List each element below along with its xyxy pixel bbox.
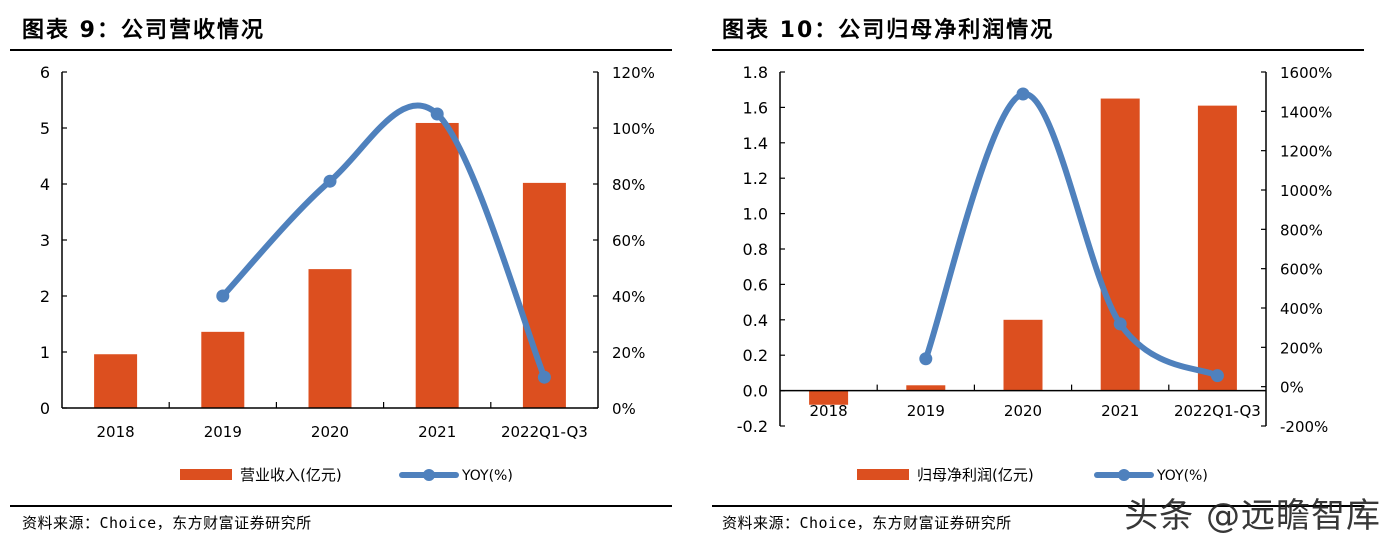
yoy-line — [922, 91, 1221, 379]
left-y-tick-label: 1 — [40, 343, 50, 362]
bar-2020 — [1003, 319, 1043, 391]
left-y-tick-label: 0.6 — [743, 275, 768, 294]
left-y-tick-label: 3 — [40, 231, 50, 250]
x-tick-label: 2018 — [810, 402, 848, 420]
x-tick-label: 2018 — [97, 423, 135, 441]
yoy-point-2021 — [1113, 317, 1127, 331]
x-tick-label: 2022Q1-Q3 — [1174, 402, 1261, 420]
bar-2018 — [94, 354, 138, 408]
legend-bar-swatch — [180, 469, 232, 480]
right-y-tick-label: 800% — [1280, 221, 1323, 239]
left-y-tick-label: -0.2 — [737, 417, 768, 436]
left-y-tick-label: 4 — [40, 175, 50, 194]
right-y-tick-label: 600% — [1280, 261, 1323, 279]
left-source-rule — [10, 505, 672, 507]
right-y-tick-label: 1200% — [1280, 143, 1332, 161]
left-y-tick-label: 1.4 — [743, 134, 768, 153]
right-title-rule — [712, 49, 1364, 51]
x-tick-label: 2021 — [418, 423, 456, 441]
bar-2020 — [308, 269, 352, 408]
x-tick-label: 2020 — [1004, 402, 1042, 420]
right-y-tick-label: 120% — [612, 64, 655, 82]
x-tick-label: 2019 — [204, 423, 242, 441]
net-profit-chart: -0.2 0.0 0.2 0.4 0.6 0.8 1.0 1.2 1.4 1.6 1.8 -200% 0… — [737, 63, 1333, 484]
left-y-tick-label: 6 — [40, 63, 50, 82]
legend-bar-label: 归母净利润(亿元) — [917, 466, 1034, 484]
right-source-rule — [712, 505, 1364, 507]
left-y-tick-label: 2 — [40, 287, 50, 306]
right-y-tick-label: 1000% — [1280, 182, 1332, 200]
left-title-rule — [10, 49, 672, 51]
bar-2022q1-q3 — [1197, 105, 1237, 391]
watermark: 头条 @远瞻智库 — [1124, 496, 1381, 536]
right-y-tick-label: 40% — [612, 288, 645, 306]
left-y-tick-label: 0.4 — [743, 311, 768, 330]
right-y-tick-label: 0% — [1280, 379, 1304, 397]
yoy-point-2022q1-q3 — [537, 370, 551, 384]
legend-bar-label: 营业收入(亿元) — [240, 466, 342, 484]
x-tick-label: 2021 — [1101, 402, 1139, 420]
legend-line-label: YOY(%) — [461, 468, 513, 484]
bar-2019 — [201, 331, 245, 408]
legend-line-label: YOY(%) — [1156, 468, 1208, 484]
right-y-tick-label: 100% — [612, 120, 655, 138]
right-source-note: 资料来源：Choice，东方财富证券研究所 — [722, 514, 1012, 532]
left-figure-panel: 图表 9：公司营收情况 0 1 2 3 4 5 6 0% 20% 40% 60% 80% 100% 120… — [0, 0, 690, 544]
bar-2021 — [1100, 98, 1140, 391]
x-tick-label: 2022Q1-Q3 — [501, 423, 588, 441]
right-figure-title: 图表 10：公司归母净利润情况 — [722, 18, 1055, 43]
left-y-tick-label: 1.8 — [743, 63, 768, 82]
left-y-tick-label: 1.2 — [743, 169, 768, 188]
left-source-note: 资料来源：Choice，东方财富证券研究所 — [22, 514, 312, 532]
yoy-point-2019 — [919, 352, 933, 366]
left-figure-title: 图表 9：公司营收情况 — [22, 18, 265, 43]
legend-line-marker — [1118, 469, 1130, 481]
left-y-tick-label: 0.0 — [743, 382, 768, 401]
right-y-tick-label: 20% — [612, 344, 645, 362]
right-y-tick-label: 1600% — [1280, 64, 1332, 82]
yoy-point-2022q1-q3 — [1210, 369, 1224, 383]
left-y-tick-label: 5 — [40, 119, 50, 138]
right-y-tick-label: -200% — [1280, 418, 1328, 436]
yoy-point-2020 — [1016, 87, 1030, 101]
right-y-tick-label: 0% — [612, 400, 636, 418]
yoy-point-2021 — [430, 107, 444, 121]
x-tick-label: 2019 — [907, 402, 945, 420]
yoy-line — [219, 102, 548, 381]
yoy-point-2019 — [216, 289, 230, 303]
yoy-point-2020 — [323, 174, 337, 188]
left-y-tick-label: 1.6 — [743, 98, 768, 117]
x-tick-label: 2020 — [311, 423, 349, 441]
left-y-tick-label: 1.0 — [743, 205, 768, 224]
bar-2019 — [906, 385, 946, 391]
right-y-tick-label: 400% — [1280, 300, 1323, 318]
right-y-tick-label: 200% — [1280, 339, 1323, 357]
bar-2018 — [809, 390, 849, 405]
right-y-tick-label: 60% — [612, 232, 645, 250]
right-y-tick-label: 1400% — [1280, 103, 1332, 121]
left-y-tick-label: 0.2 — [743, 346, 768, 365]
bar-2021 — [415, 122, 459, 409]
right-y-tick-label: 80% — [612, 176, 645, 194]
legend-line-marker — [423, 469, 435, 481]
left-y-tick-label: 0 — [40, 399, 50, 418]
legend-bar-swatch — [857, 469, 909, 480]
right-figure-panel: 图表 10：公司归母净利润情况 -0.2 0.0 0.2 0.4 0.6 0.8 1.0 1.… — [700, 0, 1389, 544]
left-y-tick-label: 0.8 — [743, 240, 768, 259]
